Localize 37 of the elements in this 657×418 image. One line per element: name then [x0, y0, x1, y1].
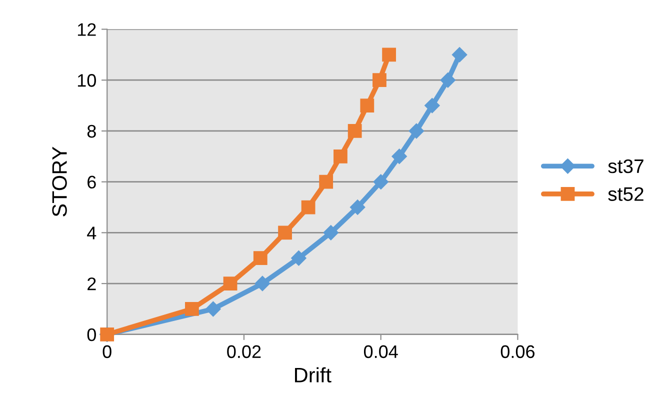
x-tick-label: 0 [102, 345, 112, 358]
point [334, 149, 348, 164]
legend-label: st52 [608, 187, 644, 201]
y-tick-label: 10 [78, 74, 96, 87]
point [301, 200, 316, 214]
point [382, 48, 396, 62]
point [253, 251, 268, 266]
point [373, 174, 388, 190]
point [223, 276, 238, 290]
point [372, 73, 386, 88]
point [254, 276, 270, 292]
y-tick-label: 0 [87, 328, 96, 342]
legend-label: st37 [608, 159, 644, 174]
y-tick-label: 4 [87, 226, 96, 240]
point [392, 148, 407, 164]
x-tick-label: 0.06 [500, 345, 534, 358]
point [291, 250, 306, 266]
point [319, 174, 334, 189]
x-tick-label: 0.04 [364, 345, 398, 358]
point [278, 226, 292, 240]
point [348, 124, 362, 138]
y-tick-label: 2 [88, 277, 96, 290]
point [360, 98, 374, 112]
x-axis-title: Drift [295, 367, 332, 382]
y-tick-label: 12 [78, 23, 96, 36]
point [323, 225, 338, 240]
x-tick-label: 0.02 [227, 345, 261, 358]
point [424, 98, 440, 114]
point [440, 72, 456, 88]
y-axis-title: STORY [52, 146, 67, 216]
point [185, 302, 199, 316]
point [350, 200, 366, 215]
y-tick-label: 6 [88, 176, 96, 189]
point [408, 123, 424, 139]
y-tick-label: 8 [87, 124, 96, 138]
point [452, 47, 468, 62]
point [206, 301, 221, 317]
